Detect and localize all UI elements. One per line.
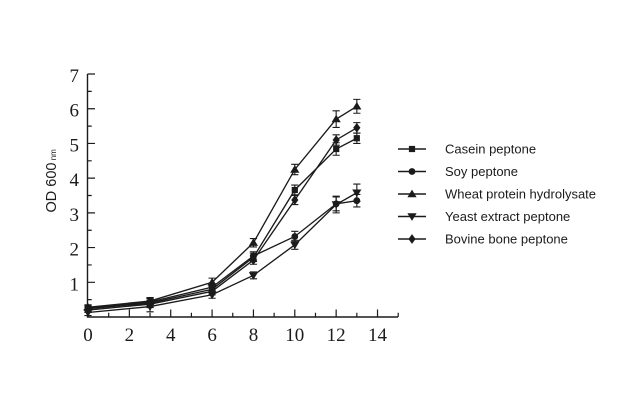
svg-text:0: 0 — [83, 325, 93, 346]
svg-text:2: 2 — [70, 240, 80, 261]
svg-text:Yeast extract peptone: Yeast extract peptone — [445, 209, 570, 224]
svg-text:6: 6 — [207, 325, 217, 346]
svg-text:Casein peptone: Casein peptone — [445, 142, 536, 157]
svg-text:3: 3 — [70, 205, 80, 226]
svg-text:10: 10 — [285, 325, 304, 346]
svg-text:7: 7 — [70, 66, 80, 87]
svg-text:5: 5 — [70, 135, 80, 156]
svg-text:Soy peptone: Soy peptone — [445, 164, 518, 179]
svg-text:Wheat protein hydrolysate: Wheat protein hydrolysate — [445, 187, 596, 202]
svg-text:2: 2 — [125, 325, 135, 346]
svg-text:OD 600 nm: OD 600 nm — [44, 149, 60, 213]
svg-text:4: 4 — [70, 170, 80, 191]
svg-text:Bovine bone peptone: Bovine bone peptone — [445, 232, 568, 247]
svg-text:8: 8 — [249, 325, 259, 346]
svg-text:12: 12 — [327, 325, 346, 346]
svg-text:4: 4 — [166, 325, 176, 346]
svg-text:14: 14 — [368, 325, 388, 346]
svg-text:1: 1 — [70, 274, 80, 295]
svg-text:6: 6 — [70, 101, 80, 122]
